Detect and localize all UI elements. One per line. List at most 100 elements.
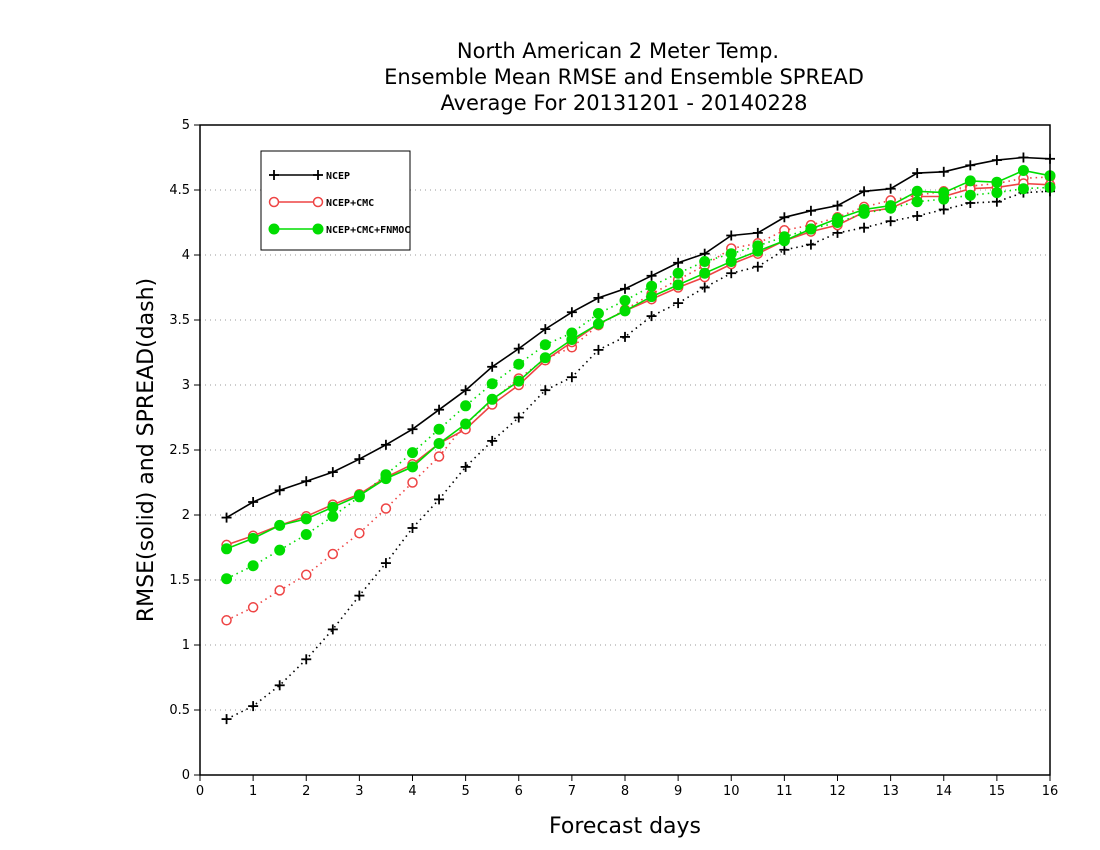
y-tick-label: 2.5 [169, 443, 190, 458]
point-ncep-cmc-fnmoc-rmse [592, 318, 604, 330]
point-ncep-cmc-fnmoc-spread [646, 280, 658, 292]
point-ncep-rmse [912, 168, 923, 179]
point-ncep-spread [380, 558, 391, 569]
series-ncep-cmc-fnmoc [221, 165, 1056, 585]
x-tick-label: 11 [776, 784, 793, 799]
point-ncep-cmc-fnmoc-spread [433, 423, 445, 435]
point-ncep-cmc-fnmoc-rmse [646, 291, 658, 303]
point-ncep-spread [407, 523, 418, 533]
x-tick-label: 2 [302, 784, 310, 799]
point-ncep-cmc-fnmoc-rmse [221, 543, 233, 555]
point-ncep-rmse [274, 485, 285, 496]
point-ncep-rmse [327, 467, 338, 478]
point-ncep-spread [593, 344, 604, 355]
point-ncep-cmc-fnmoc-spread [247, 560, 259, 572]
point-ncep-cmc-spread [380, 503, 392, 514]
legend-label-ncep-cmc-fnmoc: NCEP+CMC+FNMOC [326, 225, 410, 236]
point-ncep-rmse [726, 230, 737, 241]
y-tick-label: 0.5 [169, 703, 190, 718]
x-tick-label: 8 [621, 784, 629, 799]
x-tick-label: 0 [196, 784, 204, 799]
point-ncep-rmse [248, 497, 259, 507]
point-ncep-cmc-fnmoc-rmse [911, 185, 923, 197]
point-ncep-spread [620, 331, 630, 342]
point-ncep-cmc-fnmoc-rmse [672, 279, 684, 291]
point-ncep-spread [540, 385, 551, 396]
point-ncep-spread [566, 372, 577, 383]
y-tick-labels: 0 0.5 1 1.5 2 2.5 3 3.5 4 4.5 5 [169, 118, 190, 783]
point-ncep-cmc-spread [407, 477, 418, 488]
legend-marker-ncep-cmc-fnmoc [312, 223, 324, 235]
point-ncep-cmc-spread [354, 527, 365, 539]
y-tick-label: 3 [182, 378, 190, 393]
point-ncep-spread [248, 701, 259, 712]
point-ncep-spread [991, 196, 1002, 207]
point-ncep-cmc-fnmoc-rmse [353, 490, 365, 501]
point-ncep-rmse [380, 439, 391, 450]
legend-marker-ncep-cmc [312, 196, 324, 208]
x-tick-label: 3 [355, 784, 363, 799]
point-ncep-spread [699, 282, 710, 293]
line-ncep-cmc-spread [226, 176, 1051, 622]
legend-label-ncep: NCEP [326, 171, 350, 182]
legend-marker-ncep-cmc-fnmoc [268, 223, 280, 235]
point-ncep-cmc-fnmoc-rmse [539, 352, 551, 364]
point-ncep-rmse [991, 155, 1002, 166]
point-ncep-cmc-fnmoc-spread [619, 295, 631, 306]
point-ncep-rmse [593, 292, 604, 303]
point-ncep-spread [434, 494, 445, 505]
point-ncep-cmc-fnmoc-rmse [885, 200, 897, 212]
x-tick-label: 7 [568, 784, 576, 799]
point-ncep-cmc-fnmoc-spread [1017, 183, 1029, 195]
y-tick-label: 1.5 [169, 573, 190, 588]
point-ncep-cmc-fnmoc-rmse [778, 235, 790, 247]
point-ncep-cmc-fnmoc-rmse [752, 245, 764, 257]
x-tick-label: 5 [461, 784, 469, 799]
y-axis-label: RMSE(solid) and SPREAD(dash) [134, 278, 159, 622]
point-ncep-rmse [859, 186, 870, 197]
point-ncep-spread [221, 714, 232, 725]
point-ncep-cmc-fnmoc-rmse [407, 461, 418, 473]
point-ncep-rmse [354, 454, 365, 465]
point-ncep-spread [859, 222, 870, 233]
chart-title: North American 2 Meter Temp. Ensemble Me… [384, 39, 864, 115]
point-ncep-cmc-fnmoc-spread [964, 189, 976, 201]
point-ncep-spread [726, 268, 737, 279]
point-ncep-spread [487, 435, 498, 446]
point-ncep-cmc-fnmoc-rmse [380, 473, 392, 485]
axis-ticks [194, 124, 1051, 781]
point-ncep-rmse [938, 166, 949, 177]
point-ncep-spread [354, 590, 365, 601]
point-ncep-cmc-fnmoc-rmse [832, 213, 843, 225]
point-ncep-cmc-fnmoc-rmse [247, 532, 259, 544]
point-ncep-spread [938, 204, 949, 215]
point-ncep-rmse [620, 283, 630, 294]
point-ncep-cmc-fnmoc-rmse [274, 519, 286, 531]
point-ncep-cmc-fnmoc-spread [460, 400, 472, 412]
point-ncep-spread [327, 624, 338, 635]
point-ncep-rmse [965, 160, 976, 171]
point-ncep-spread [673, 298, 684, 309]
point-ncep-spread [779, 244, 790, 255]
legend: NCEP NCEP+CMC NCEP+CMC+FNMOC [260, 150, 411, 251]
x-axis-label: Forecast days [549, 814, 701, 839]
line-ncep-rmse [226, 156, 1051, 519]
x-tick-label: 12 [829, 784, 846, 799]
point-ncep-spread [805, 239, 816, 250]
point-ncep-spread [301, 654, 312, 665]
point-ncep-rmse [513, 343, 524, 354]
point-ncep-cmc-fnmoc-rmse [566, 334, 578, 345]
x-tick-label: 6 [515, 784, 523, 799]
point-ncep-cmc-spread [274, 585, 285, 596]
point-ncep-cmc-spread [301, 569, 312, 581]
y-tick-label: 3.5 [169, 313, 190, 328]
y-tick-label: 0 [182, 768, 190, 783]
point-ncep-cmc-fnmoc-spread [513, 358, 525, 370]
y-tick-label: 2 [182, 508, 190, 523]
x-tick-label: 13 [882, 784, 899, 799]
point-ncep-spread [274, 680, 285, 691]
point-ncep-cmc-fnmoc-spread [991, 187, 1003, 199]
point-ncep-rmse [1018, 152, 1029, 163]
point-ncep-spread [885, 216, 896, 227]
chart-title-line-2: Ensemble Mean RMSE and Ensemble SPREAD [384, 65, 864, 89]
